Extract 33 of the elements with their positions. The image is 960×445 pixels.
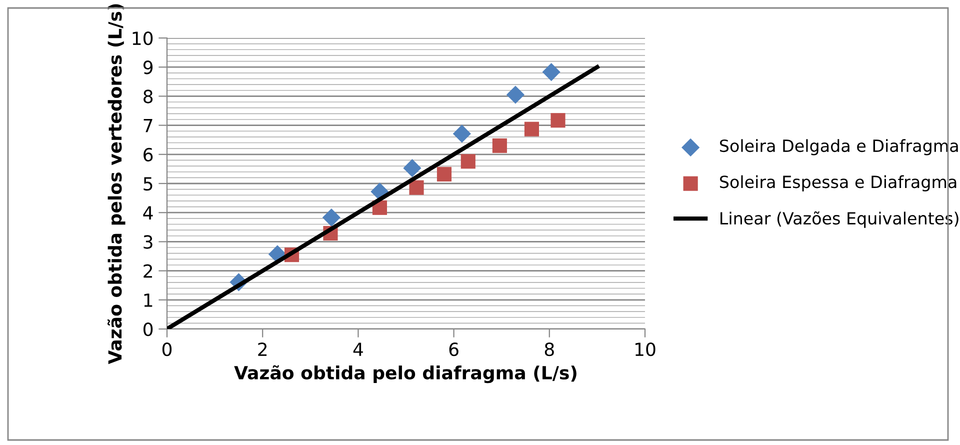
legend-label: Soleira Espessa e Diafragma bbox=[720, 175, 956, 192]
y-tick-label: 0 bbox=[144, 322, 153, 336]
y-tick-label: 10 bbox=[132, 31, 153, 46]
y-tick-label: 7 bbox=[144, 118, 152, 132]
y-tick-label: 2 bbox=[144, 264, 152, 278]
point bbox=[436, 166, 452, 182]
point bbox=[492, 138, 507, 153]
point bbox=[550, 113, 566, 128]
y-tick-label: 4 bbox=[143, 206, 153, 220]
point bbox=[506, 86, 525, 104]
legend-label: Soleira Delgada e Diafragma bbox=[720, 139, 958, 156]
x-tick-label: 10 bbox=[635, 342, 656, 356]
legend-label: Linear (Vazões Equivalentes) bbox=[720, 211, 958, 228]
y-tick-label: 3 bbox=[144, 235, 152, 249]
x-tick-label: 0 bbox=[162, 342, 172, 356]
x-axis-title: Vazão obtida pelo diafragma (L/s) bbox=[234, 365, 576, 384]
y-tick-label: 6 bbox=[144, 148, 153, 162]
y-tick-label: 8 bbox=[144, 90, 153, 104]
point bbox=[403, 159, 422, 178]
x-tick-label: 8 bbox=[544, 342, 554, 356]
point bbox=[542, 62, 560, 82]
y-tick-label: 9 bbox=[143, 60, 153, 74]
x-tick-label: 4 bbox=[353, 342, 363, 356]
point bbox=[452, 124, 471, 143]
x-tick-label: 2 bbox=[258, 342, 267, 356]
x-tick-label: 6 bbox=[449, 342, 458, 356]
y-tick-label: 1 bbox=[144, 294, 152, 307]
point bbox=[409, 180, 424, 195]
point bbox=[322, 208, 340, 227]
y-axis-title: Vazão obtida pelos vertedores (L/s) bbox=[107, 4, 126, 364]
y-tick-label: 5 bbox=[144, 177, 152, 191]
point bbox=[460, 154, 476, 169]
point bbox=[524, 122, 539, 136]
